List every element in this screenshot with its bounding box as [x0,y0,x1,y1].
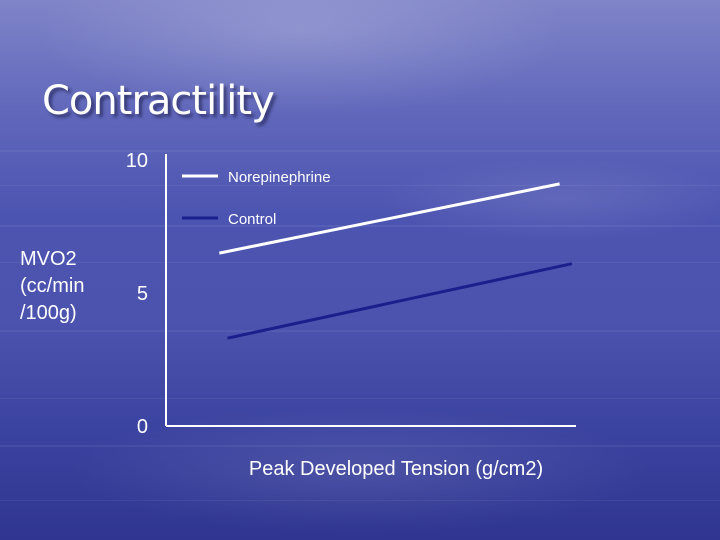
series-line-norepinephrine [219,182,560,255]
background-haze [0,262,720,263]
y-tick-label: 10 [126,150,148,172]
background-haze [0,398,720,399]
legend-label: Norepinephrine [228,169,331,186]
series-line-control [227,262,573,340]
background-haze [0,445,720,447]
y-axis-title-line: /100g) [20,302,77,324]
background-haze [0,185,720,186]
y-axis-title: MVO2 (cc/min /100g) [20,246,84,327]
y-tick-label: 5 [137,283,148,305]
y-axis-title-line: (cc/min [20,275,85,297]
background-haze [0,500,720,501]
background-haze [0,330,720,332]
slide-title: Contractility [42,78,275,124]
background-haze [0,150,720,152]
y-axis-title-line: MVO2 [20,248,77,270]
y-tick-label: 0 [137,416,148,438]
x-axis-title: Peak Developed Tension (g/cm2) [249,458,543,480]
legend-label: Control [228,211,276,228]
